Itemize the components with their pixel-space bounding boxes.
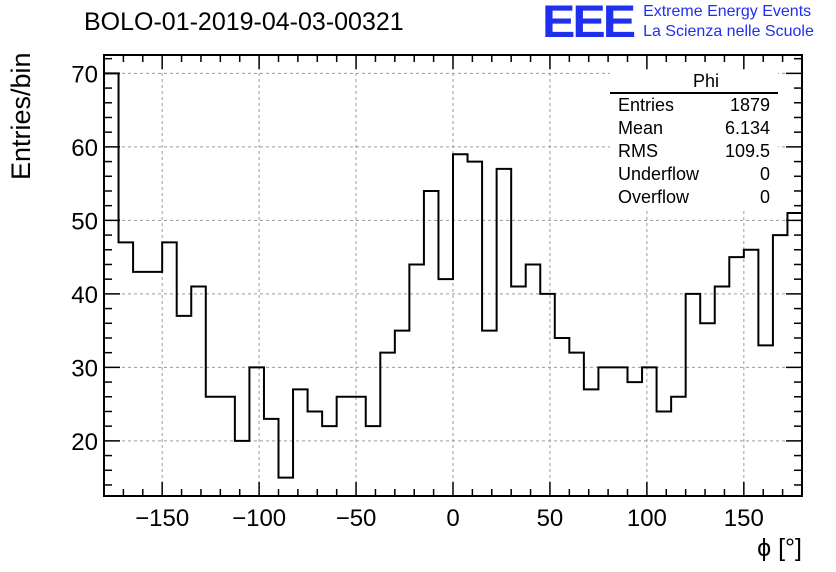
- stats-row: RMS 109.5: [610, 140, 778, 163]
- logo-line2: La Scienza nelle Scuole: [643, 23, 814, 40]
- stats-row: Overflow 0: [610, 186, 778, 209]
- y-tick-label: 60: [71, 135, 98, 162]
- stats-value: 0: [759, 164, 770, 184]
- stats-label: RMS: [618, 141, 658, 161]
- axis-tick-labels: −150 −100 −50 0 50 100 150 20 30 40 50 60 70: [71, 61, 764, 532]
- stats-label: Entries: [618, 95, 675, 115]
- y-tick-label: 50: [71, 208, 98, 235]
- x-tick-label: 100: [627, 505, 667, 532]
- y-tick-label: 40: [71, 282, 98, 309]
- logo-mark: EEE: [542, 0, 636, 47]
- x-tick-label: −150: [135, 505, 189, 532]
- logo-line1: Extreme Energy Events: [643, 3, 812, 20]
- stats-row: Underflow 0: [610, 163, 778, 186]
- y-axis-label: Entries/bin: [6, 52, 36, 180]
- y-tick-label: 20: [71, 429, 98, 456]
- run-title: BOLO-01-2019-04-03-00321: [84, 8, 404, 36]
- x-tick-label: −100: [232, 505, 286, 532]
- stats-value: 0: [759, 187, 770, 207]
- x-tick-label: 50: [537, 505, 564, 532]
- stats-label: Overflow: [618, 187, 690, 207]
- stats-row: Entries 1879: [610, 94, 778, 117]
- stats-value: 1879: [729, 95, 770, 115]
- logo-text: Extreme Energy Events La Scienza nelle S…: [643, 2, 814, 42]
- axis-ticks: [103, 55, 803, 496]
- stats-row: Mean 6.134: [610, 117, 778, 140]
- eee-logo: EEE Extreme Energy Events La Scienza nel…: [542, 0, 814, 48]
- stats-box: Phi Entries 1879 Mean 6.134 RMS 109.5 Un…: [610, 70, 778, 209]
- stats-label: Mean: [618, 118, 664, 138]
- stats-title: Phi: [610, 70, 778, 94]
- y-tick-label: 70: [71, 61, 98, 88]
- grid-lines: [104, 55, 802, 496]
- histogram-series: [104, 72, 803, 479]
- stats-label: Underflow: [618, 164, 700, 184]
- x-tick-label: 150: [724, 505, 764, 532]
- x-axis-label: ϕ [°]: [757, 534, 802, 562]
- y-tick-label: 30: [71, 355, 98, 382]
- x-tick-label: 0: [446, 505, 459, 532]
- x-tick-label: −50: [336, 505, 377, 532]
- stats-value: 6.134: [724, 118, 770, 138]
- stats-value: 109.5: [724, 141, 770, 161]
